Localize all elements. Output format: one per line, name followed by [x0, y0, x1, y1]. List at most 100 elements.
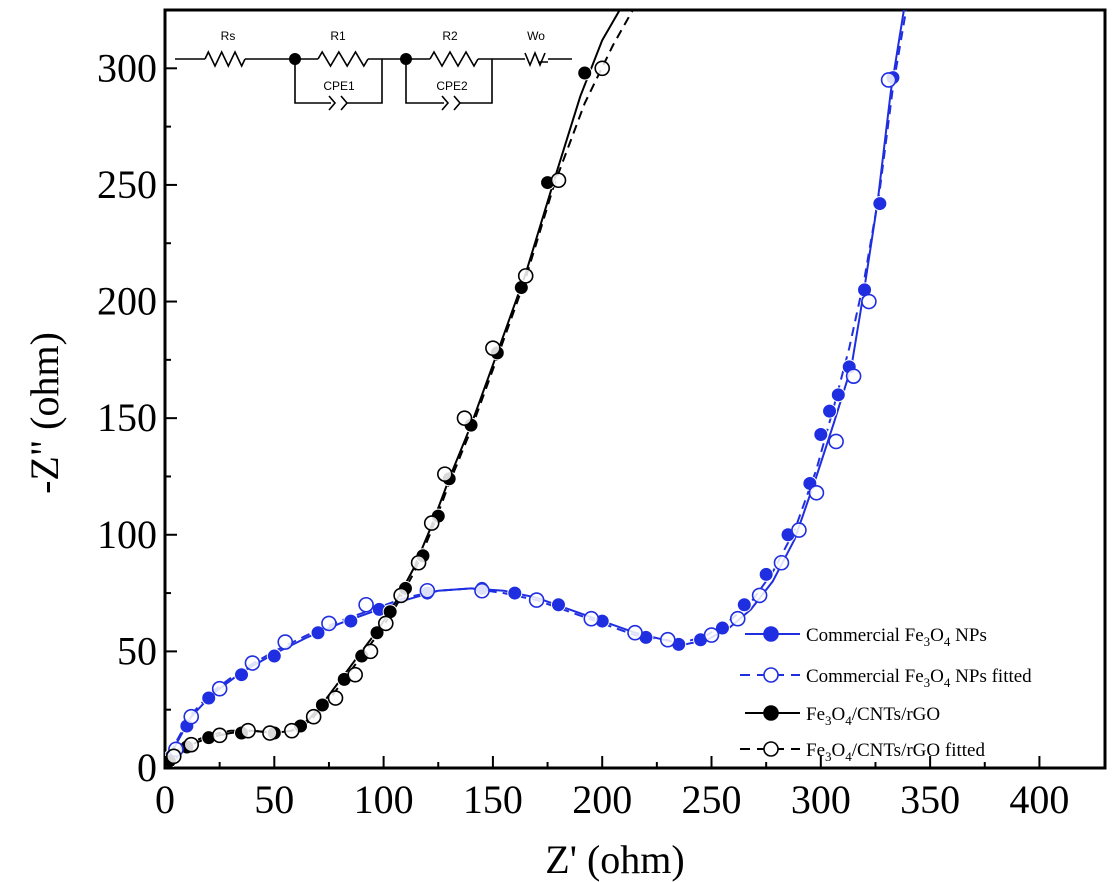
- y-tick-label: 200: [97, 279, 157, 324]
- data-point-filled: [758, 566, 774, 582]
- legend-label: Commercial Fe3O4 NPs fitted: [806, 666, 1032, 690]
- equivalent-circuit: Rs R1 R2 Wo CPE1 CPE2: [175, 29, 572, 111]
- data-point-open: [183, 736, 200, 753]
- x-tick-label: 0: [155, 777, 175, 822]
- legend-marker: [763, 705, 779, 721]
- resistor-rs-symbol: [204, 50, 246, 68]
- x-tick-label: 300: [791, 777, 851, 822]
- data-point-open: [703, 627, 720, 643]
- cpe2-branch-wire: [405, 59, 493, 104]
- data-point-open: [277, 634, 294, 650]
- data-point-filled: [234, 667, 250, 683]
- legend-marker: [763, 626, 779, 642]
- data-point-open: [244, 655, 261, 671]
- data-point-open: [327, 690, 344, 706]
- data-point-filled: [577, 65, 593, 81]
- data-point-open: [362, 643, 379, 660]
- data-point-open: [808, 484, 825, 501]
- data-point-open: [456, 410, 473, 426]
- data-point-open: [419, 582, 436, 599]
- resistor-r1-symbol: [317, 50, 369, 68]
- legend-label: Fe3O4/CNTs/rGO fitted: [806, 740, 985, 764]
- data-markers: [165, 60, 901, 768]
- data-point-open: [594, 60, 611, 77]
- data-point-open: [773, 554, 790, 571]
- y-tick-label: 0: [137, 745, 157, 790]
- data-point-open: [751, 587, 768, 604]
- data-point-open: [517, 268, 534, 284]
- data-point-open: [165, 748, 182, 765]
- data-point-open: [528, 592, 545, 608]
- x-tick-label: 350: [900, 777, 960, 822]
- fit-curve-line: [165, 10, 621, 768]
- circuit-label-cpe2: CPE2: [436, 79, 468, 93]
- fit-curve-line: [165, 10, 634, 768]
- data-point-filled: [736, 597, 752, 613]
- data-point-open: [283, 722, 300, 739]
- plot-border: [163, 8, 1107, 770]
- y-tick-label: 250: [97, 162, 157, 207]
- y-tick-label: 150: [97, 395, 157, 440]
- legend-marker: [763, 741, 779, 757]
- data-point-open: [437, 466, 453, 482]
- circuit-node: [289, 53, 301, 65]
- data-point-filled: [343, 613, 359, 629]
- data-point-filled: [830, 387, 846, 403]
- x-tick-label: 50: [254, 777, 294, 822]
- data-point-open: [347, 666, 363, 683]
- data-point-open: [485, 340, 501, 356]
- data-point-filled: [266, 648, 282, 664]
- legend-label: Commercial Fe3O4 NPs: [806, 625, 987, 649]
- data-point-filled: [813, 426, 829, 442]
- data-point-open: [262, 725, 278, 741]
- cpe1-branch-wire: [294, 59, 383, 104]
- circuit-node: [400, 53, 412, 65]
- plot-frame: [163, 8, 1107, 770]
- cpe2-symbol: [441, 95, 462, 111]
- data-point-filled: [507, 585, 523, 601]
- data-point-open: [828, 433, 844, 450]
- data-point-open: [729, 610, 746, 627]
- circuit-label-rs: Rs: [221, 29, 236, 43]
- data-point-open: [211, 727, 228, 744]
- resistor-r2-symbol: [429, 50, 479, 68]
- data-point-filled: [369, 625, 385, 641]
- data-point-open: [659, 631, 676, 648]
- y-tick-label: 300: [97, 45, 157, 90]
- data-point-open: [791, 522, 807, 538]
- circuit-label-cpe1: CPE1: [323, 79, 355, 93]
- circuit-label-wo: Wo: [527, 29, 545, 43]
- data-point-open: [474, 582, 490, 599]
- x-tick-label: 250: [682, 777, 742, 822]
- data-point-filled: [714, 620, 730, 636]
- legend-label: Fe3O4/CNTs/rGO: [806, 704, 940, 728]
- x-tick-label: 100: [354, 777, 414, 822]
- data-point-open: [393, 587, 409, 604]
- data-point-open: [423, 515, 440, 531]
- data-point-open: [305, 708, 322, 725]
- circuit-label-r2: R2: [442, 29, 458, 43]
- data-point-open: [550, 172, 567, 189]
- x-tick-label: 150: [463, 777, 523, 822]
- data-point-filled: [310, 625, 326, 641]
- data-point-open: [240, 722, 256, 739]
- data-point-filled: [201, 690, 217, 706]
- data-point-open: [321, 615, 337, 632]
- axis-ticks: 0 50 100 150 200 250 300 350 400 0 50 100 150 200 250 3…: [97, 45, 1069, 822]
- x-tick-label: 200: [572, 777, 632, 822]
- data-point-open: [211, 680, 228, 697]
- data-point-open: [410, 554, 427, 571]
- data-point-open: [861, 293, 877, 310]
- data-point-open: [358, 596, 374, 613]
- data-point-filled: [872, 196, 888, 212]
- legend-marker: [763, 667, 779, 683]
- data-point-filled: [314, 697, 330, 713]
- y-tick-label: 50: [117, 628, 157, 673]
- data-point-open: [183, 708, 200, 725]
- data-point-open: [845, 368, 862, 384]
- data-point-filled: [822, 403, 838, 419]
- data-point-open: [627, 624, 643, 641]
- x-tick-label: 400: [1009, 777, 1069, 822]
- cpe1-symbol: [328, 95, 349, 111]
